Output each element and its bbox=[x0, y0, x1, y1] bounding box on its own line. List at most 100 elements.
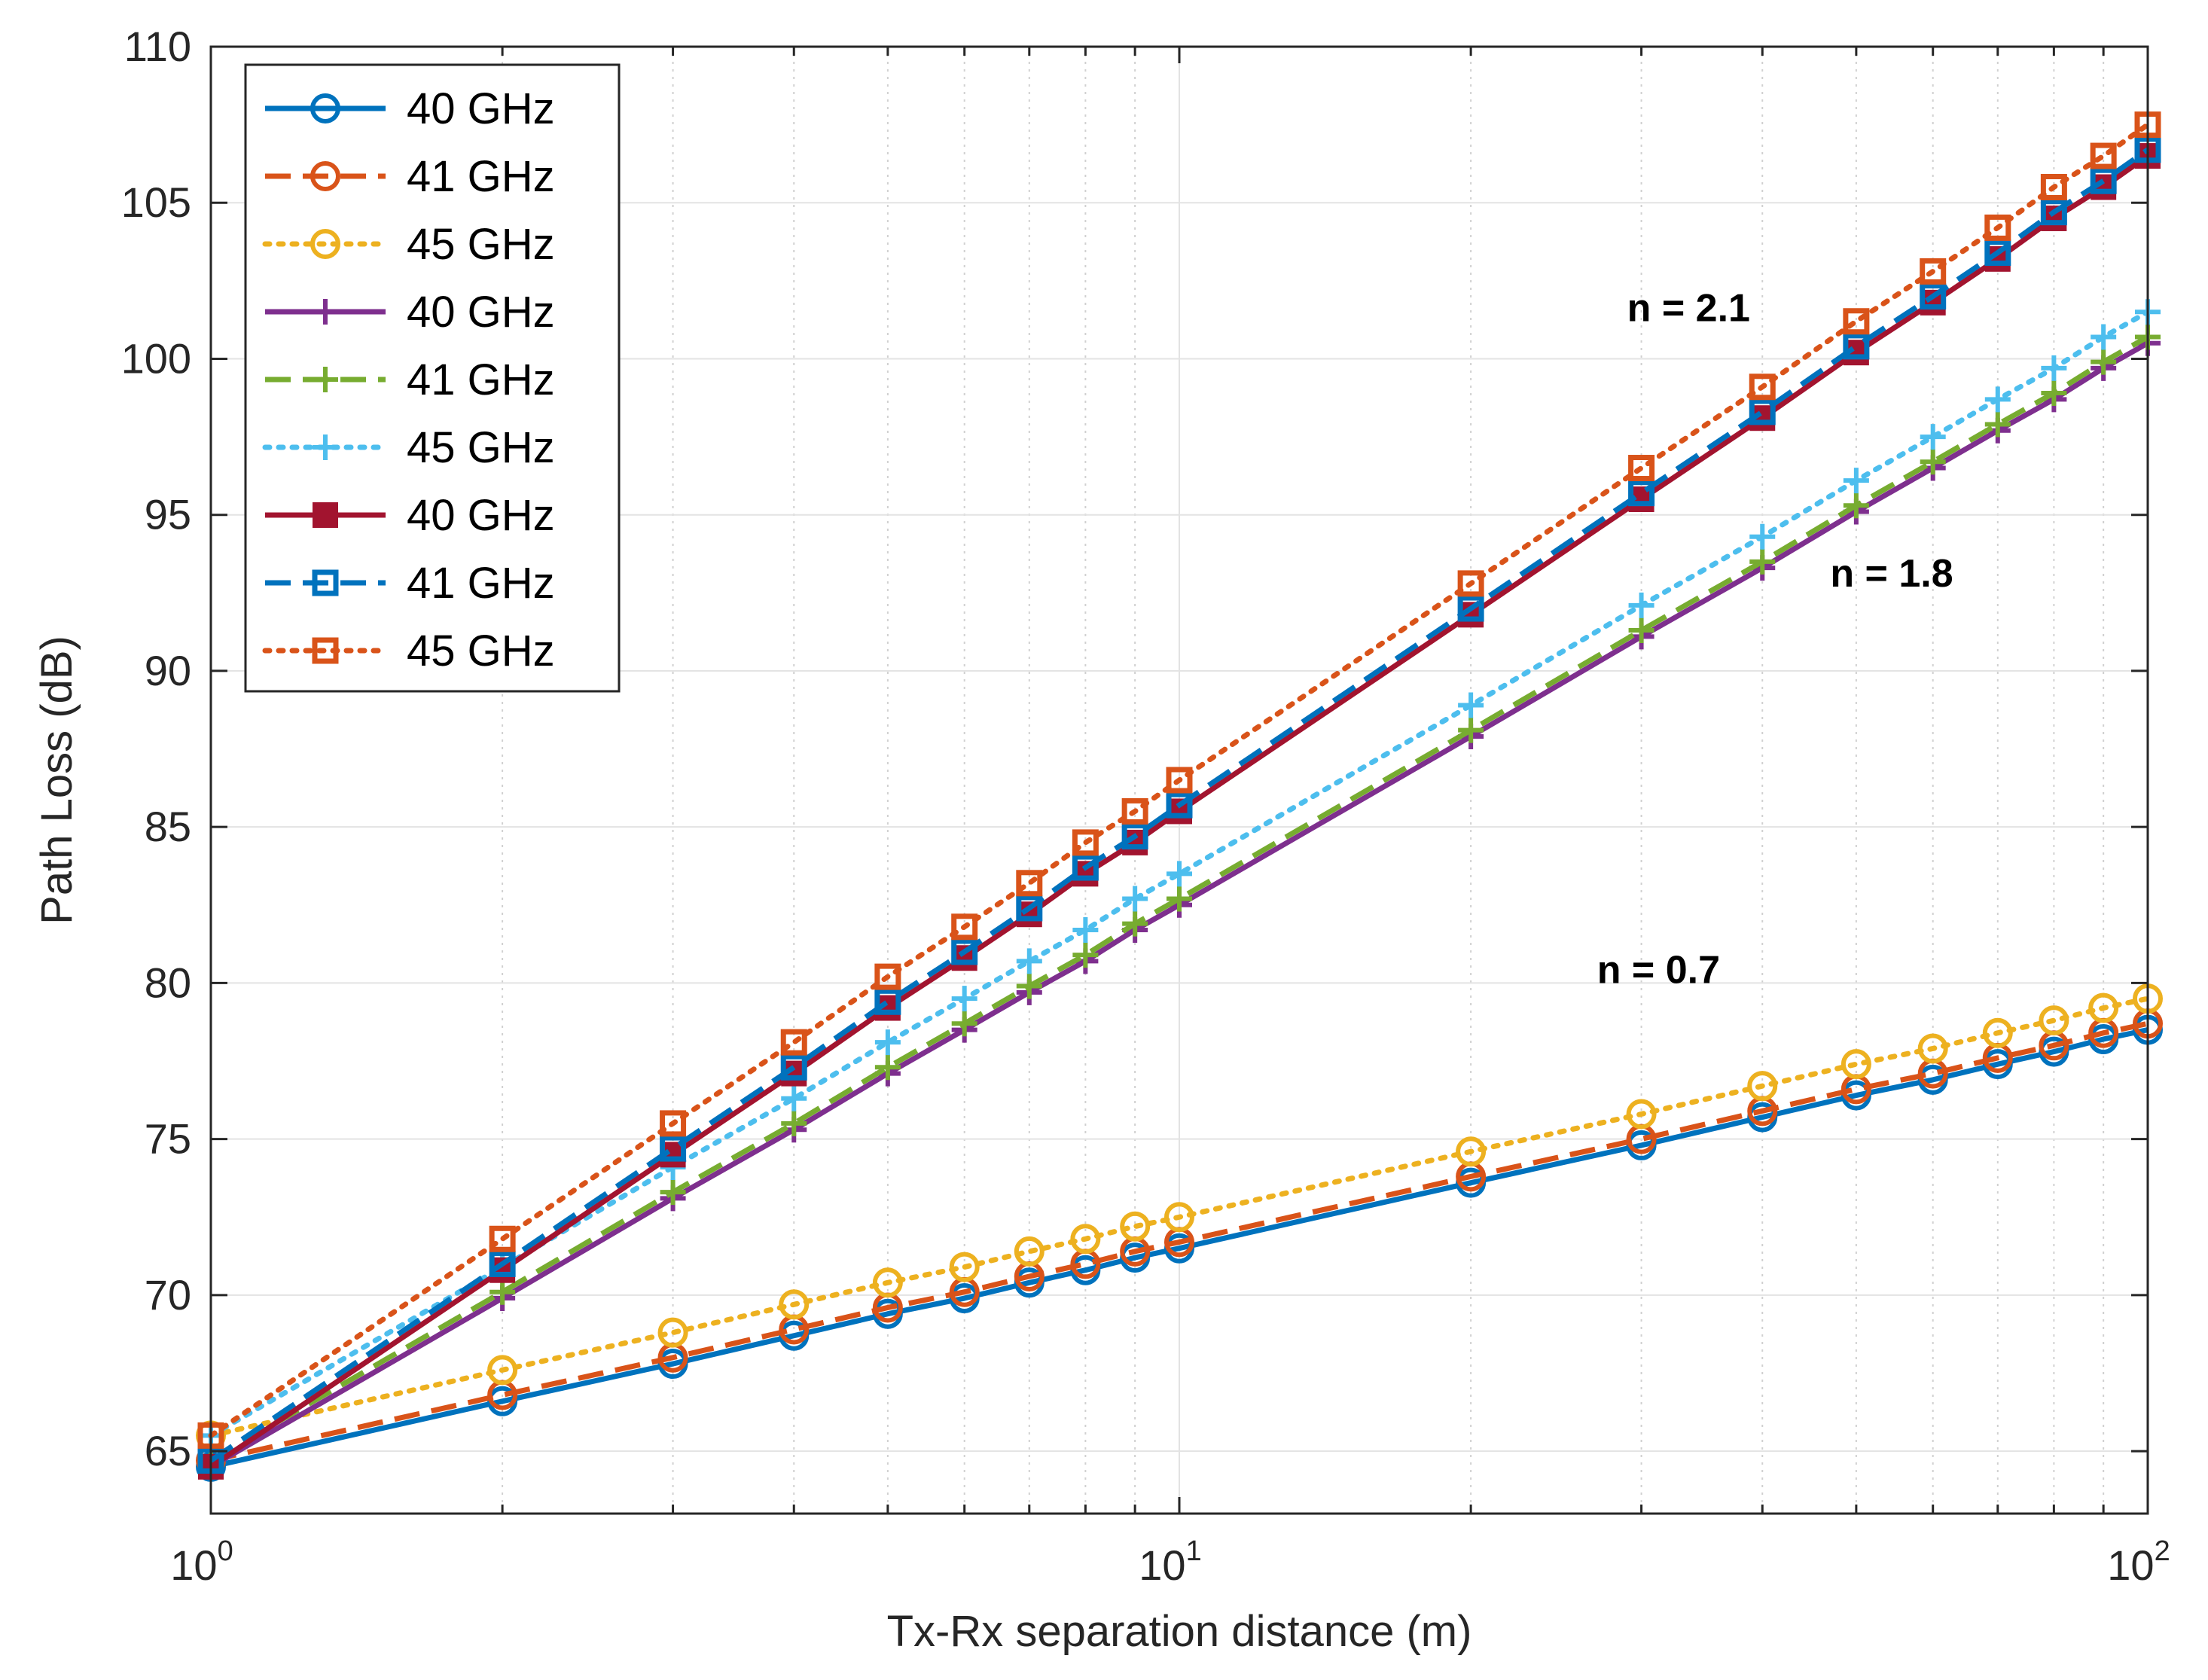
x-tick-exponent: 0 bbox=[218, 1535, 233, 1567]
x-tick-base: 10 bbox=[170, 1541, 217, 1589]
data-point bbox=[1072, 942, 1099, 968]
data-point bbox=[874, 1054, 901, 1081]
data-point bbox=[1920, 258, 1947, 285]
data-point bbox=[1917, 1033, 1948, 1064]
data-point bbox=[657, 1317, 688, 1348]
data-point bbox=[951, 913, 978, 941]
data-point bbox=[1457, 570, 1484, 597]
data-point bbox=[1456, 1136, 1487, 1167]
data-point bbox=[781, 1085, 807, 1111]
legend-marker bbox=[313, 367, 338, 392]
y-tick-label: 105 bbox=[121, 178, 191, 226]
legend-marker bbox=[310, 229, 340, 259]
data-point bbox=[1458, 692, 1484, 718]
data-point bbox=[2041, 355, 2067, 381]
legend-entry: 40 GHz bbox=[265, 288, 555, 337]
legend-entry: 45 GHz bbox=[262, 627, 555, 675]
series-line bbox=[208, 995, 2151, 1438]
data-point bbox=[1628, 617, 1654, 644]
data-point bbox=[660, 1110, 687, 1137]
data-point bbox=[1121, 797, 1148, 825]
x-tick-exponent: 1 bbox=[1186, 1535, 1202, 1567]
data-point bbox=[489, 1279, 516, 1305]
data-point bbox=[1458, 717, 1484, 743]
data-point bbox=[660, 1135, 687, 1162]
data-point bbox=[1982, 1017, 2013, 1048]
data-point bbox=[781, 1110, 807, 1136]
data-point bbox=[1457, 595, 1484, 622]
data-point bbox=[1121, 823, 1148, 850]
data-point bbox=[949, 1252, 980, 1282]
data-point bbox=[2040, 199, 2067, 226]
x-tick-label: 100 bbox=[170, 1535, 233, 1589]
series-line bbox=[210, 1027, 2149, 1470]
slope-annotation: n = 0.7 bbox=[1597, 948, 1720, 992]
legend-label: 45 GHz bbox=[407, 627, 555, 675]
legend-marker bbox=[313, 502, 338, 528]
legend-label: 41 GHz bbox=[407, 355, 555, 404]
y-tick-label: 70 bbox=[145, 1271, 191, 1319]
x-tick-base: 10 bbox=[2107, 1541, 2154, 1589]
data-point bbox=[1920, 449, 1946, 475]
data-point bbox=[2091, 349, 2117, 375]
y-tick-label: 100 bbox=[121, 334, 191, 382]
data-point bbox=[1749, 523, 1776, 550]
data-point bbox=[1628, 480, 1655, 507]
data-point bbox=[1070, 1224, 1101, 1255]
data-point bbox=[1628, 455, 1655, 482]
data-point bbox=[2091, 324, 2117, 350]
data-point bbox=[1072, 854, 1099, 881]
data-point bbox=[1628, 592, 1654, 618]
data-point bbox=[1166, 791, 1193, 819]
data-point bbox=[1843, 308, 1870, 335]
series-line bbox=[209, 147, 2150, 1463]
y-axis-label: Path Loss (dB) bbox=[32, 636, 81, 925]
legend-label: 45 GHz bbox=[407, 423, 555, 472]
data-point bbox=[2039, 1005, 2069, 1036]
legend-entry: 41 GHz bbox=[265, 152, 555, 201]
legend-marker bbox=[310, 161, 340, 191]
data-point bbox=[1120, 1211, 1151, 1242]
series-line bbox=[210, 1020, 2149, 1463]
legend-label: 40 GHz bbox=[407, 84, 555, 133]
legend-entry: 41 GHz bbox=[265, 559, 555, 608]
legend-marker bbox=[312, 637, 339, 664]
data-point bbox=[1122, 886, 1148, 912]
legend-marker bbox=[310, 93, 340, 123]
legend-entry: 45 GHz bbox=[262, 220, 555, 269]
data-point bbox=[489, 1250, 516, 1277]
series-8 bbox=[197, 136, 2161, 1474]
data-point bbox=[1016, 973, 1042, 999]
legend-label: 41 GHz bbox=[407, 559, 555, 608]
data-point bbox=[1122, 910, 1148, 937]
data-point bbox=[779, 1289, 810, 1320]
data-point bbox=[1920, 283, 1947, 310]
x-axis-label: Tx-Rx separation distance (m) bbox=[887, 1607, 1472, 1656]
data-point bbox=[2040, 174, 2067, 201]
data-point bbox=[1841, 1049, 1871, 1080]
data-point bbox=[874, 988, 901, 1015]
y-tick-label: 80 bbox=[145, 959, 191, 1006]
data-point bbox=[1749, 548, 1776, 575]
data-point bbox=[1014, 1236, 1045, 1267]
legend-label: 45 GHz bbox=[407, 220, 555, 269]
data-point bbox=[1016, 948, 1042, 974]
data-point bbox=[489, 1225, 516, 1252]
data-point bbox=[1843, 468, 1869, 494]
data-point bbox=[874, 963, 901, 990]
data-point bbox=[1749, 374, 1776, 401]
legend-label: 40 GHz bbox=[407, 491, 555, 540]
data-point bbox=[1167, 886, 1192, 912]
y-tick-label: 75 bbox=[145, 1115, 191, 1163]
series-layer bbox=[196, 111, 2163, 1482]
legend-label: 40 GHz bbox=[407, 288, 555, 337]
data-point bbox=[2041, 380, 2067, 407]
y-tick-label: 110 bbox=[124, 23, 191, 70]
slope-annotation: n = 2.1 bbox=[1627, 287, 1750, 331]
data-point bbox=[951, 1011, 977, 1037]
data-point bbox=[1166, 767, 1193, 794]
slope-annotation: n = 1.8 bbox=[1830, 552, 1953, 596]
data-point bbox=[1072, 829, 1099, 856]
data-point bbox=[1747, 1071, 1778, 1102]
